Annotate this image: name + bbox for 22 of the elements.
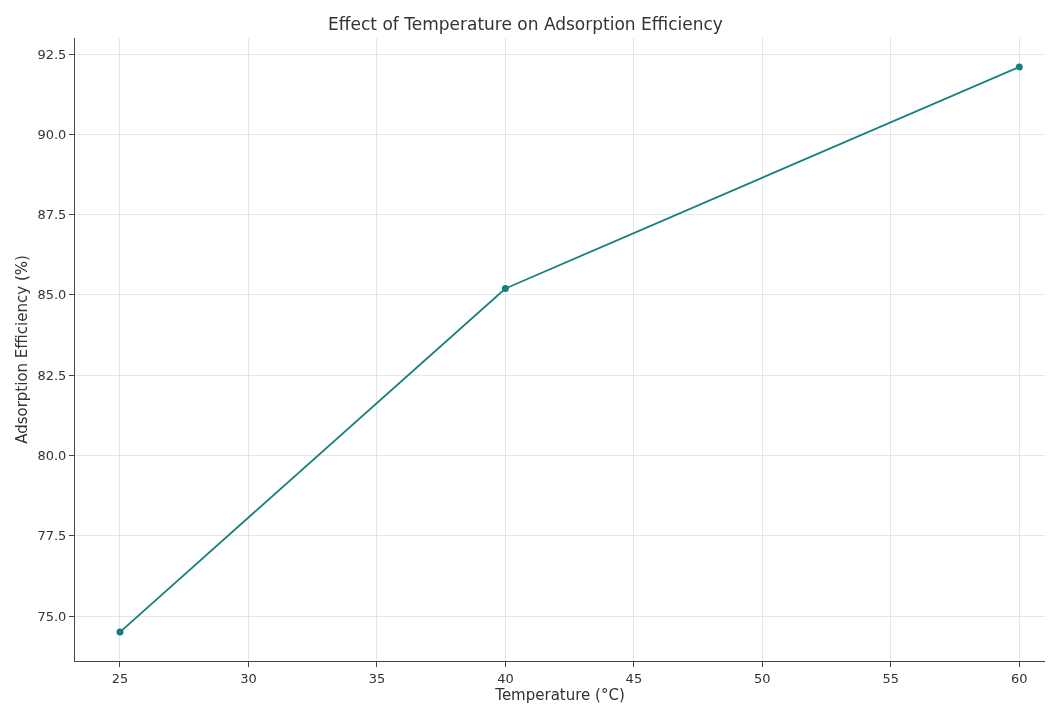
x-tick-label: 35 <box>368 670 386 686</box>
x-tick-label: 40 <box>497 670 514 686</box>
y-tick-label: 90.0 <box>37 126 67 142</box>
chart-title: Effect of Temperature on Adsorption Efficiency <box>328 13 723 34</box>
x-tick-label: 45 <box>625 670 643 686</box>
x-tick-label: 30 <box>240 670 257 686</box>
point <box>116 628 124 636</box>
x-tick-label: 25 <box>111 670 129 686</box>
x-axis-title: Temperature (°C) <box>494 685 625 704</box>
x-tick-label: 55 <box>882 670 900 686</box>
y-tick-label: 75.0 <box>37 608 67 624</box>
x-tick-label: 60 <box>1011 670 1028 686</box>
y-tick-label: 77.5 <box>37 528 67 544</box>
point <box>501 284 509 292</box>
y-tick-label: 92.5 <box>37 46 67 62</box>
y-tick-label: 80.0 <box>37 448 67 464</box>
y-tick-label: 87.5 <box>37 207 67 223</box>
x-tick-label: 50 <box>754 670 771 686</box>
y-tick-label: 85.0 <box>37 287 67 303</box>
y-tick-label: 82.5 <box>37 367 67 383</box>
y-axis-title: Adsorption Efficiency (%) <box>12 255 31 444</box>
point <box>1015 63 1023 71</box>
